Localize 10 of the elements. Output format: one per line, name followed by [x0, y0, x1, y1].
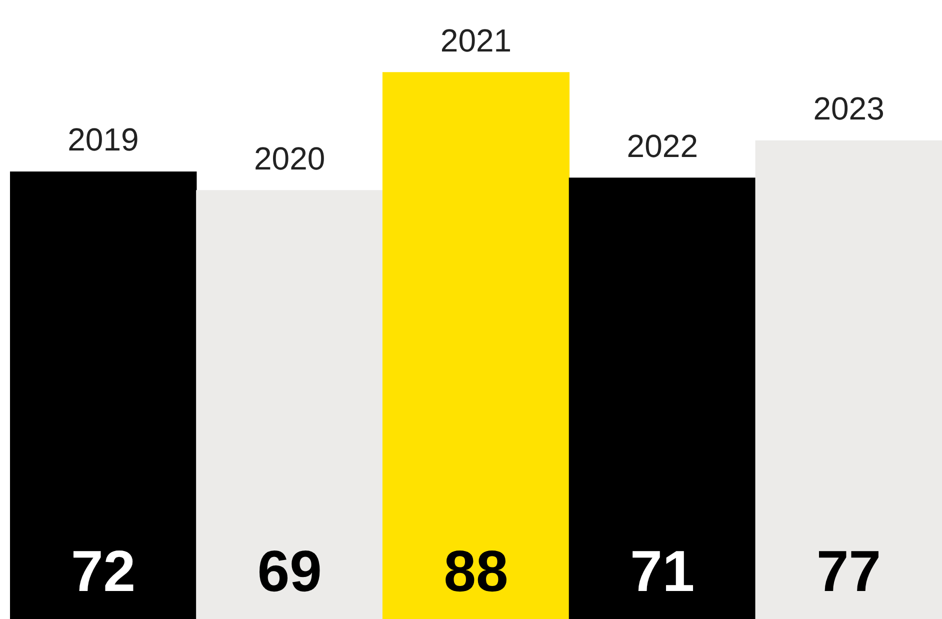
data-label: 71	[630, 539, 695, 604]
x-tick-label: 2019	[68, 122, 139, 158]
x-tick-label: 2021	[440, 22, 512, 58]
data-label: 77	[816, 539, 882, 604]
data-label: 88	[444, 539, 508, 604]
x-tick-label: 2022	[626, 128, 698, 164]
x-tick-label: 2023	[813, 90, 884, 127]
data-label: 72	[70, 539, 136, 604]
data-label: 69	[257, 539, 322, 604]
x-tick-label: 2020	[254, 140, 326, 176]
